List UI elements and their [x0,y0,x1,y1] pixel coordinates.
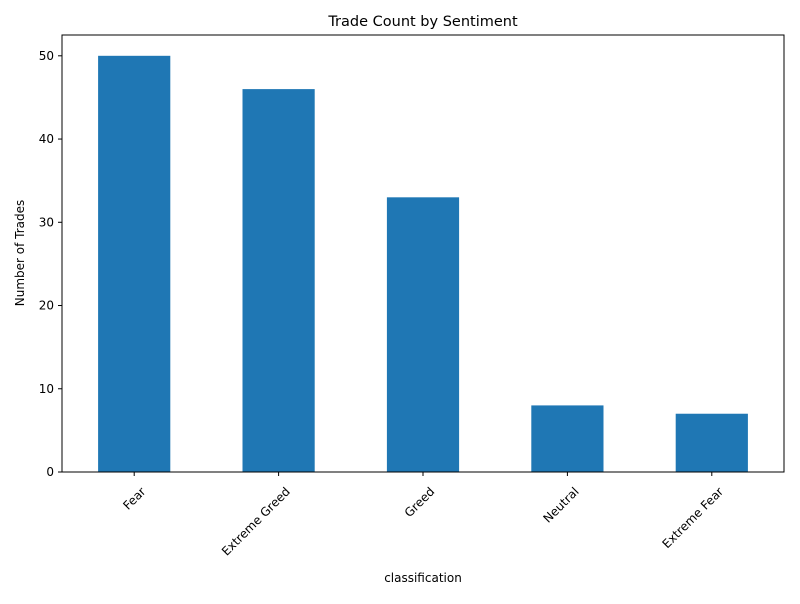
x-tick-label: Extreme Greed [219,484,293,558]
y-axis-label: Number of Trades [13,200,27,307]
y-tick-label: 10 [39,382,54,396]
bar [98,55,171,473]
y-tick-label: 30 [39,215,54,229]
bars-group [98,55,748,473]
bar [531,405,604,472]
y-tick-label: 40 [39,132,54,146]
x-tick-label: Neutral [541,484,582,525]
y-tick-label: 0 [46,465,54,479]
bar [386,197,460,473]
y-tick-label: 50 [39,49,54,63]
bar [675,413,748,472]
bar [242,89,315,472]
x-axis-ticks: Fear Extreme Greed Greed Neutral Extreme Fea… [120,472,726,558]
chart-title: Trade Count by Sentiment [327,14,518,30]
axes-frame [61,34,785,473]
x-axis-label: classification [384,571,462,585]
x-tick-label: Extreme Fear [659,484,726,551]
y-tick-label: 20 [39,299,54,313]
x-tick-label: Greed [402,484,438,520]
x-tick-label: Fear [120,484,148,512]
y-axis-ticks: 0 10 20 30 40 50 [39,49,62,479]
